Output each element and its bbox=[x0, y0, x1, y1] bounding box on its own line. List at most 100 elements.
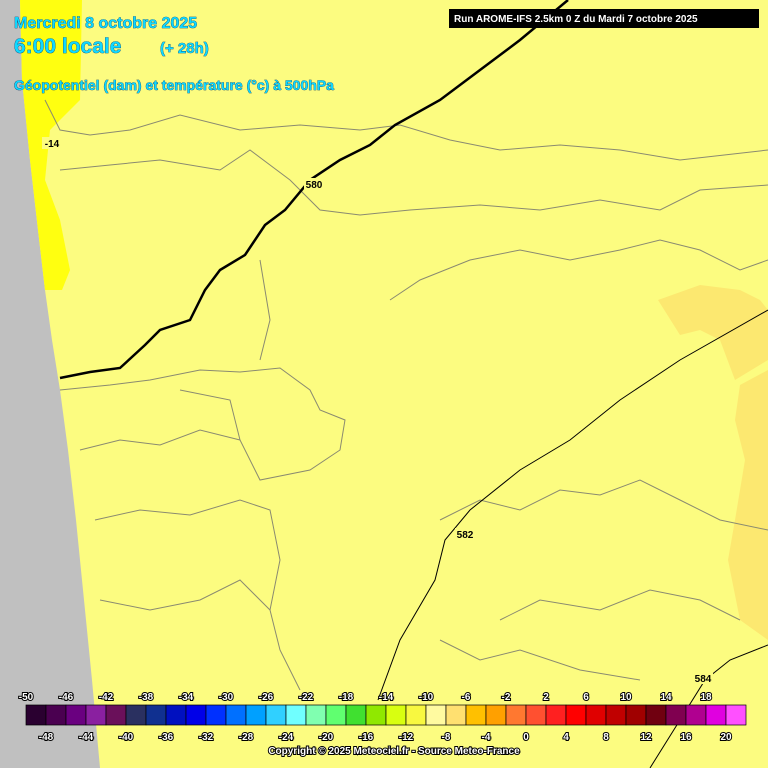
border bbox=[79, 429, 301, 691]
legend-label: 12 bbox=[640, 732, 652, 743]
legend-label: -24 bbox=[279, 732, 294, 743]
border bbox=[439, 479, 768, 681]
contour-label-bg bbox=[455, 528, 475, 540]
legend-label: 0 bbox=[523, 732, 529, 743]
legend-label: -36 bbox=[159, 732, 174, 743]
legend-label: 16 bbox=[680, 732, 692, 743]
legend-label: 2 bbox=[543, 692, 549, 703]
legend-swatch bbox=[365, 704, 387, 726]
legend-swatch bbox=[485, 704, 507, 726]
border bbox=[59, 367, 346, 481]
legend-swatch bbox=[245, 704, 267, 726]
legend-label: -10 bbox=[419, 692, 434, 703]
legend-swatch bbox=[565, 704, 587, 726]
legend-swatch bbox=[705, 704, 727, 726]
legend-label: -32 bbox=[199, 732, 214, 743]
field: Géopotentiel (dam) et température (°c) à… bbox=[14, 77, 334, 93]
legend-swatch bbox=[225, 704, 247, 726]
legend-swatch bbox=[585, 704, 607, 726]
legend-swatch bbox=[85, 704, 107, 726]
legend-label: 20 bbox=[720, 732, 732, 743]
legend-swatch bbox=[145, 704, 167, 726]
border bbox=[259, 239, 768, 361]
legend-label: -28 bbox=[239, 732, 254, 743]
legend-label: 6 bbox=[583, 692, 589, 703]
legend-label: -22 bbox=[299, 692, 314, 703]
legend-swatch bbox=[185, 704, 207, 726]
legend-swatch bbox=[125, 704, 147, 726]
legend-label: -2 bbox=[502, 692, 511, 703]
legend-label: -20 bbox=[319, 732, 334, 743]
copyright: Copyright © 2025 Meteociel.fr - Source M… bbox=[268, 746, 520, 757]
legend-swatch bbox=[445, 704, 467, 726]
contour-label: -14 bbox=[45, 139, 60, 150]
time: 6:00 locale bbox=[14, 35, 121, 58]
legend-swatch bbox=[625, 704, 647, 726]
legend-swatch bbox=[165, 704, 187, 726]
contour-label: 584 bbox=[695, 674, 712, 685]
cold-area bbox=[20, 0, 82, 290]
ocean bbox=[0, 0, 100, 768]
legend-swatch bbox=[345, 704, 367, 726]
legend-label: -6 bbox=[462, 692, 471, 703]
legend-label: -14 bbox=[379, 692, 394, 703]
legend-swatch bbox=[425, 704, 447, 726]
contour-582 bbox=[377, 309, 768, 701]
legend-swatch bbox=[605, 704, 627, 726]
legend-label: -18 bbox=[339, 692, 354, 703]
legend-swatch bbox=[645, 704, 667, 726]
date: Mercredi 8 octobre 2025 bbox=[14, 15, 197, 32]
legend-label: -4 bbox=[482, 732, 491, 743]
legend-label: 10 bbox=[620, 692, 632, 703]
legend-swatch bbox=[25, 704, 47, 726]
legend-swatch bbox=[265, 704, 287, 726]
legend-swatch bbox=[545, 704, 567, 726]
legend-swatch bbox=[285, 704, 307, 726]
legend-swatch bbox=[465, 704, 487, 726]
legend-label: -46 bbox=[59, 692, 74, 703]
legend-swatch bbox=[525, 704, 547, 726]
legend-swatch bbox=[505, 704, 527, 726]
lead: (+ 28h) bbox=[160, 40, 209, 57]
contour-label-bg bbox=[42, 137, 62, 149]
contour-label: 580 bbox=[306, 180, 323, 191]
legend-label: -40 bbox=[119, 732, 134, 743]
legend-swatch bbox=[385, 704, 407, 726]
legend-label: -50 bbox=[19, 692, 34, 703]
legend-swatch bbox=[45, 704, 67, 726]
legend-label: -38 bbox=[139, 692, 154, 703]
legend-label: -48 bbox=[39, 732, 54, 743]
warm-area bbox=[728, 370, 768, 640]
run-box bbox=[449, 9, 759, 28]
warm-area bbox=[658, 285, 768, 380]
legend-label: -42 bbox=[99, 692, 114, 703]
border bbox=[44, 99, 768, 161]
legend-swatch bbox=[685, 704, 707, 726]
legend-label: 14 bbox=[660, 692, 672, 703]
legend-label: -16 bbox=[359, 732, 374, 743]
contour-label-bg bbox=[304, 178, 324, 190]
legend-label: 18 bbox=[700, 692, 712, 703]
legend-label: -26 bbox=[259, 692, 274, 703]
legend-swatch bbox=[105, 704, 127, 726]
legend-swatch bbox=[665, 704, 687, 726]
legend-swatch bbox=[405, 704, 427, 726]
legend-label: -44 bbox=[79, 732, 94, 743]
border bbox=[59, 149, 768, 216]
legend-swatch bbox=[325, 704, 347, 726]
legend-swatch bbox=[305, 704, 327, 726]
legend-swatch bbox=[205, 704, 227, 726]
run: Run AROME-IFS 2.5km 0 Z du Mardi 7 octob… bbox=[454, 14, 698, 25]
legend-swatch bbox=[65, 704, 87, 726]
legend-label: 8 bbox=[603, 732, 609, 743]
legend-label: -34 bbox=[179, 692, 194, 703]
legend-label: -30 bbox=[219, 692, 234, 703]
contour-label: 582 bbox=[457, 530, 474, 541]
legend-label: -12 bbox=[399, 732, 414, 743]
legend-label: 4 bbox=[563, 732, 569, 743]
legend-swatch bbox=[725, 704, 747, 726]
contour-580 bbox=[59, 0, 569, 380]
contour-label-bg bbox=[693, 672, 713, 684]
